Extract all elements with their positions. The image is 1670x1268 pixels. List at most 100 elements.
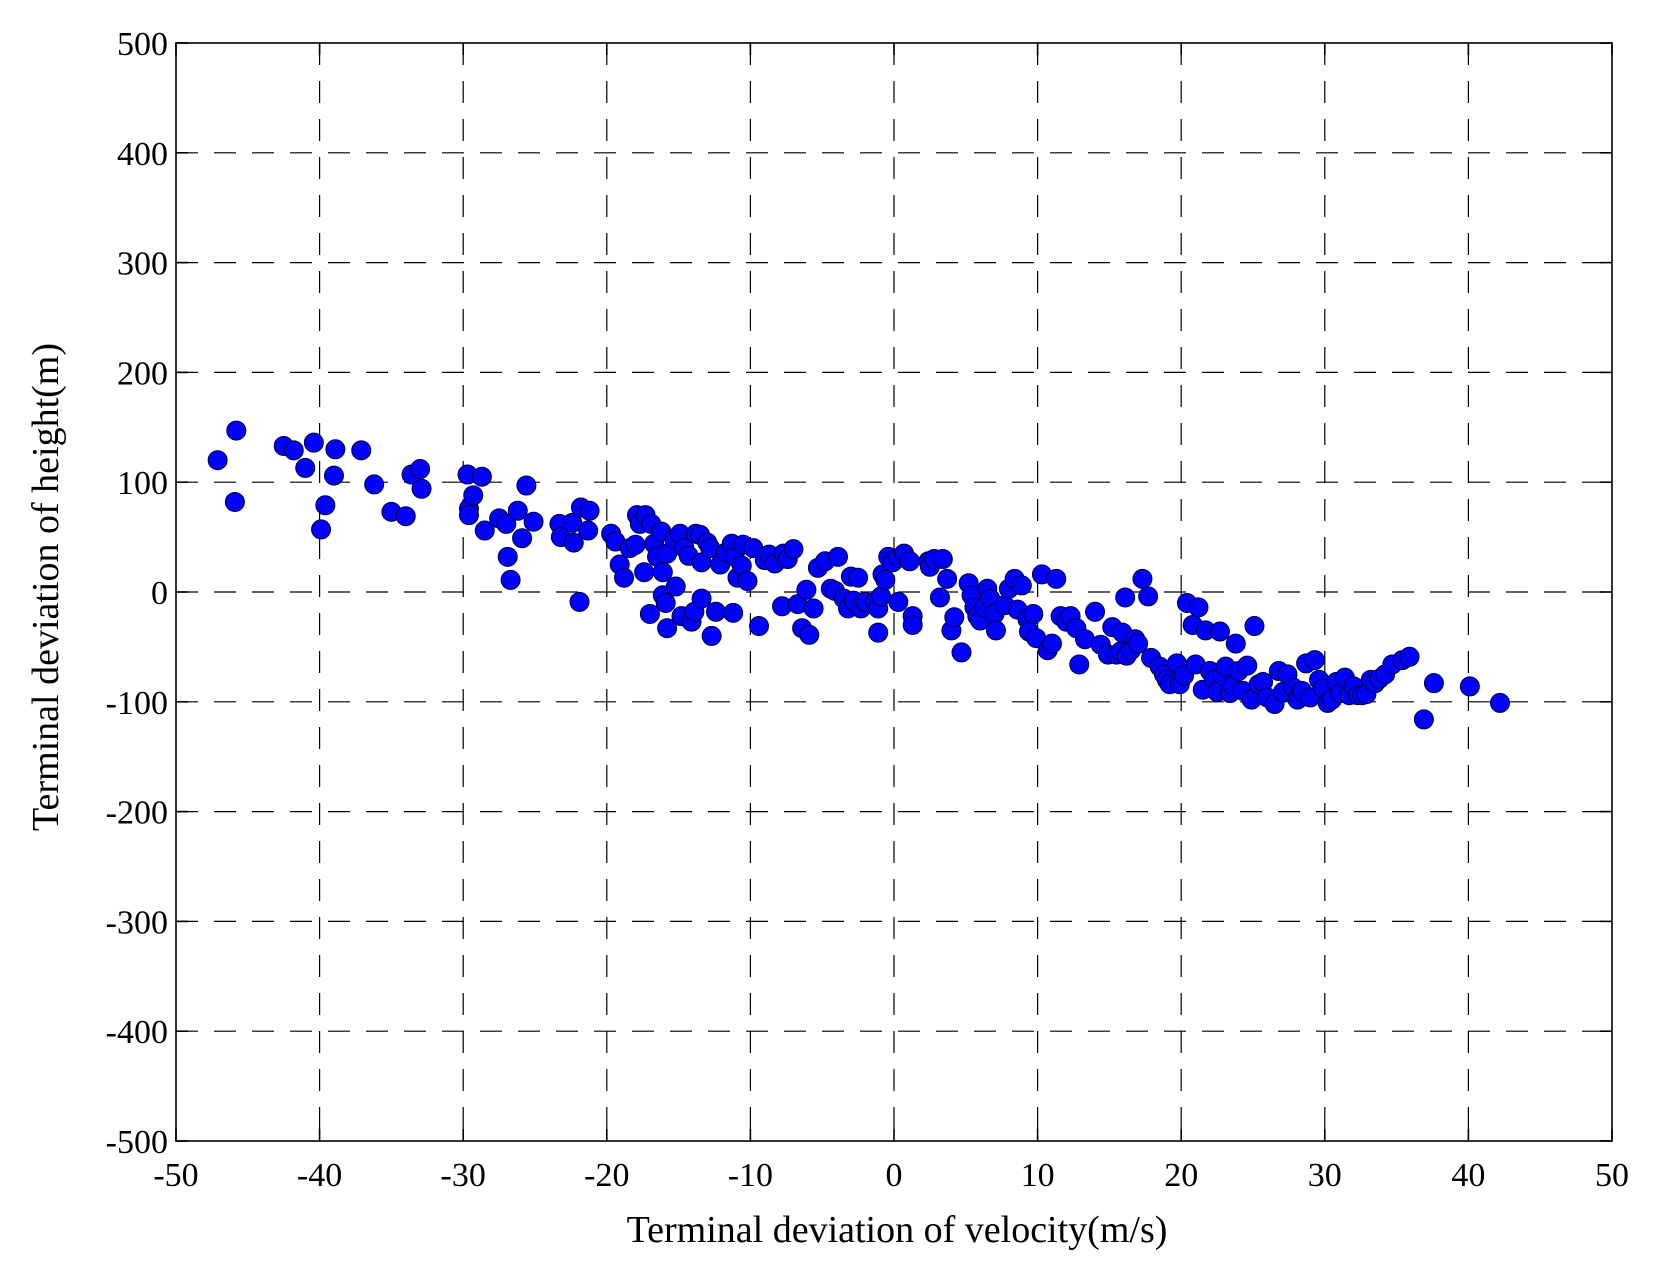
- scatter-point: [1128, 633, 1149, 654]
- x-tick-label: -40: [297, 1157, 342, 1194]
- scatter-point: [311, 519, 332, 540]
- scatter-point: [283, 440, 304, 461]
- scatter-point: [411, 478, 432, 499]
- y-tick-label: -100: [106, 685, 168, 722]
- scatter-point: [655, 592, 676, 613]
- scatter-point: [634, 562, 655, 583]
- scatter-point: [937, 568, 958, 589]
- scatter-point: [639, 603, 660, 624]
- scatter-point: [799, 624, 820, 645]
- y-axis-title: Terminal deviation of height(m): [25, 343, 67, 831]
- scatter-point: [507, 500, 528, 521]
- scatter-point: [497, 546, 518, 567]
- scatter-point: [1209, 621, 1230, 642]
- x-tick-label: 50: [1595, 1157, 1629, 1194]
- scatter-point: [295, 457, 316, 478]
- scatter-point: [691, 588, 712, 609]
- scatter-point: [410, 459, 431, 480]
- scatter-point: [868, 622, 889, 643]
- scatter-point: [226, 420, 247, 441]
- scatter-point: [1085, 601, 1106, 622]
- scatter-point: [705, 601, 726, 622]
- y-tick-label: 100: [117, 465, 168, 502]
- scatter-point: [652, 562, 673, 583]
- scatter-point: [496, 513, 517, 534]
- scatter-point: [796, 579, 817, 600]
- y-tick-label: -300: [106, 904, 168, 941]
- scatter-point: [1115, 587, 1136, 608]
- x-tick-label: -30: [441, 1157, 486, 1194]
- scatter-point: [625, 534, 646, 555]
- scatter-point: [985, 620, 1006, 641]
- scatter-point: [364, 474, 385, 495]
- scatter-point: [1413, 709, 1434, 730]
- scatter-point: [474, 520, 495, 541]
- y-tick-label: 400: [117, 136, 168, 173]
- y-tick-label: 300: [117, 246, 168, 283]
- scatter-point: [351, 440, 372, 461]
- scatter-point: [579, 500, 600, 521]
- scatter-point: [1459, 676, 1480, 697]
- grid-lines: [176, 43, 1612, 1141]
- y-tick-label: -400: [106, 1014, 168, 1051]
- scatter-point: [848, 567, 869, 588]
- scatter-point: [1423, 673, 1444, 694]
- scatter-point: [569, 591, 590, 612]
- x-tick-label: 30: [1308, 1157, 1342, 1194]
- scatter-point: [523, 511, 544, 532]
- y-tick-label: 0: [151, 575, 168, 612]
- scatter-point: [944, 607, 965, 628]
- scatter-point: [471, 466, 492, 487]
- x-tick-label: -20: [584, 1157, 629, 1194]
- scatter-point: [875, 569, 896, 590]
- scatter-point: [500, 569, 521, 590]
- scatter-point: [578, 520, 599, 541]
- scatter-point: [1225, 633, 1246, 654]
- x-tick-label: -50: [153, 1157, 198, 1194]
- scatter-point: [224, 491, 245, 512]
- scatter-point: [1244, 616, 1265, 637]
- scatter-point: [888, 591, 909, 612]
- scatter-point: [463, 485, 484, 506]
- scatter-point: [1046, 568, 1067, 589]
- scatter-point: [207, 450, 228, 471]
- scatter-point: [749, 616, 770, 637]
- scatter-point: [1069, 654, 1090, 675]
- scatter-point: [315, 495, 336, 516]
- scatter-point: [657, 618, 678, 639]
- scatter-point: [1011, 575, 1032, 596]
- scatter-point: [783, 539, 804, 560]
- scatter-point: [902, 614, 923, 635]
- y-tick-label: 500: [117, 26, 168, 63]
- scatter-point: [1132, 568, 1153, 589]
- scatter-point: [458, 505, 479, 526]
- scatter-point: [951, 642, 972, 663]
- axes: [175, 42, 1613, 1142]
- scatter-point: [1188, 597, 1209, 618]
- data-points: [207, 420, 1510, 730]
- scatter-point: [827, 546, 848, 567]
- scatter-point: [516, 475, 537, 496]
- scatter-point: [701, 625, 722, 646]
- y-tick-label: -200: [106, 795, 168, 832]
- scatter-point: [303, 432, 324, 453]
- scatter-point: [563, 532, 584, 553]
- y-tick-label: 200: [117, 355, 168, 392]
- scatter-point: [1489, 692, 1510, 713]
- scatter-point: [1399, 646, 1420, 667]
- scatter-point: [723, 602, 744, 623]
- x-tick-labels: -50 -40 -30 -20 -10 0 10 20 30 40 50: [153, 1157, 1629, 1194]
- x-axis-title: Terminal deviation of velocity(m/s): [627, 1209, 1168, 1251]
- scatter-point: [737, 571, 758, 592]
- x-tick-label: 10: [1021, 1157, 1055, 1194]
- scatter-point: [871, 586, 892, 607]
- scatter-point: [1023, 603, 1044, 624]
- x-tick-label: 40: [1451, 1157, 1485, 1194]
- scatter-point: [395, 506, 416, 527]
- scatter-point: [323, 465, 344, 486]
- y-tick-labels: 500 400 300 200 100 0 -100 -200 -300 -400 -500: [106, 26, 168, 1161]
- scatter-point: [1138, 586, 1159, 607]
- y-tick-label: -500: [106, 1124, 168, 1161]
- scatter-point: [614, 567, 635, 588]
